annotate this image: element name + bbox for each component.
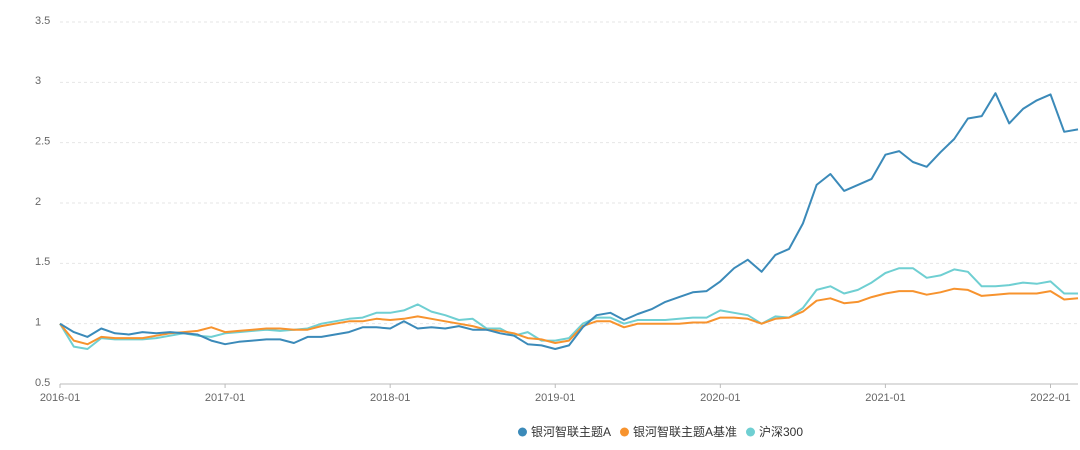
legend-label: 沪深300: [759, 425, 803, 439]
legend-marker: [517, 427, 527, 437]
y-tick-label: 1.5: [35, 256, 50, 268]
series-line: [59, 92, 1079, 350]
legend-marker: [619, 427, 629, 437]
series-line: [59, 267, 1078, 350]
y-tick-label: 2: [35, 196, 41, 208]
x-tick-label: 2020-01: [700, 392, 740, 404]
x-tick-label: 2016-01: [40, 392, 80, 404]
y-tick-label: 3.5: [35, 15, 50, 27]
y-tick-label: 3: [35, 75, 41, 87]
x-tick-label: 2018-01: [370, 392, 410, 404]
y-tick-label: 2.5: [35, 136, 50, 148]
legend-marker: [746, 427, 755, 437]
x-tick-label: 2022-01: [1030, 392, 1070, 404]
legend-label: 银河智联主题A基准: [633, 424, 737, 439]
legend: 银河智联主题A 银河智联主题A基准 沪深300: [517, 424, 803, 439]
x-tick-label: 2019-01: [535, 392, 575, 404]
series-line: [59, 287, 1079, 346]
y-tick-label: 1: [35, 317, 41, 329]
x-tick-label: 2017-01: [205, 392, 245, 404]
legend-label: 银河智联主题A: [531, 424, 611, 439]
x-tick-label: 2021-01: [865, 392, 905, 404]
y-tick-label: 0.5: [35, 377, 50, 389]
